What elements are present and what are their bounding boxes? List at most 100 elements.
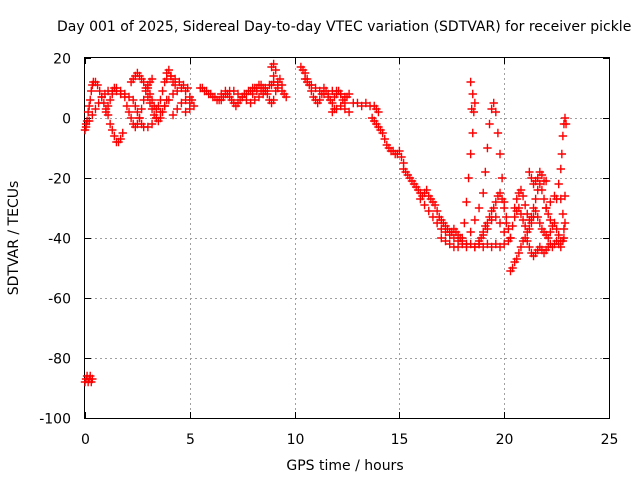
data-point: [466, 149, 475, 159]
grid: [85, 58, 609, 418]
data-point: [497, 194, 507, 204]
x-tick-label: 20: [496, 432, 514, 448]
data-point: [466, 77, 475, 87]
data-point: [500, 203, 509, 213]
data-point: [277, 80, 287, 90]
data-point: [468, 128, 477, 138]
y-tick-label: 20: [53, 52, 71, 68]
data-point: [514, 248, 524, 258]
x-axis-label: GPS time / hours: [286, 458, 403, 474]
data-point: [502, 212, 511, 222]
data-point: [506, 233, 515, 243]
x-tick-label: 10: [287, 432, 305, 448]
data-point: [88, 374, 97, 384]
data-point: [466, 227, 475, 237]
data-point: [84, 101, 94, 111]
data-point: [510, 203, 519, 213]
data-point: [470, 98, 480, 108]
data-point: [546, 227, 555, 237]
data-point: [557, 149, 567, 159]
data-point: [554, 230, 563, 240]
data-point: [544, 233, 553, 243]
data-point: [118, 128, 127, 138]
data-point: [520, 200, 530, 210]
data-point: [315, 95, 324, 105]
data-point: [181, 107, 190, 117]
data-point: [422, 185, 431, 195]
data-point: [152, 113, 161, 123]
data-point: [468, 89, 477, 99]
data-point: [561, 119, 571, 129]
data-point: [187, 95, 197, 105]
data-point: [495, 218, 505, 228]
data-point: [462, 239, 471, 249]
data-point: [432, 206, 442, 216]
data-point: [479, 230, 488, 240]
data-point: [378, 128, 387, 138]
data-point: [145, 89, 155, 99]
data-point: [108, 89, 117, 99]
tick-labels: 0 5 10 15 20 25 -100 -80 -60 -40 -20 0 20: [39, 52, 618, 449]
data-point: [88, 110, 97, 120]
data-point: [458, 233, 467, 243]
data-point: [474, 203, 484, 213]
data-point: [135, 113, 144, 123]
plot-frame: [84, 57, 610, 419]
data-point: [139, 77, 148, 87]
y-axis-label: SDTVAR / TECUs: [6, 181, 22, 296]
y-tick-label: -40: [48, 232, 71, 248]
data-point: [531, 194, 540, 204]
data-point: [546, 215, 555, 225]
data-point: [91, 104, 100, 114]
data-point: [554, 179, 563, 189]
data-point: [474, 236, 484, 246]
chart-title: Day 001 of 2025, Sidereal Day-to-day VTE…: [57, 19, 631, 35]
data-point: [94, 98, 103, 108]
data-point: [126, 113, 136, 123]
data-point: [529, 203, 538, 213]
data-point: [344, 89, 354, 99]
data-point: [147, 74, 157, 84]
data-point: [523, 236, 532, 246]
data-point: [491, 212, 501, 222]
data-point: [147, 95, 157, 105]
data-point: [269, 95, 278, 105]
data-point: [105, 119, 115, 129]
data-point: [560, 218, 570, 228]
data-point: [380, 134, 389, 144]
x-tick-label: 5: [186, 432, 195, 448]
data-point: [495, 188, 505, 198]
data-point: [158, 86, 167, 96]
data-point: [464, 173, 473, 183]
data-point: [481, 167, 490, 177]
data-point: [516, 185, 526, 195]
data-point: [541, 203, 551, 213]
data-point: [483, 224, 492, 234]
data-point: [527, 212, 536, 222]
data-point: [508, 221, 517, 231]
data-point: [541, 176, 551, 186]
data-point: [95, 86, 104, 96]
data-point: [491, 107, 501, 117]
data-point: [162, 74, 171, 84]
data-point: [168, 110, 178, 120]
data-point: [537, 170, 547, 180]
data-point: [395, 146, 404, 156]
data-point: [525, 167, 534, 177]
data-point: [559, 224, 569, 234]
data-point: [495, 149, 505, 159]
data-point: [491, 197, 501, 207]
data-point: [432, 218, 442, 228]
data-point: [137, 104, 146, 114]
data-point: [558, 131, 568, 141]
data-point: [156, 107, 165, 117]
data-point: [462, 197, 471, 207]
data-point: [122, 101, 132, 111]
x-tick-label: 25: [601, 432, 619, 448]
data-point: [374, 107, 383, 117]
data-point: [344, 107, 354, 117]
data-point: [108, 125, 117, 135]
data-point: [164, 65, 174, 75]
data-point: [129, 95, 138, 105]
